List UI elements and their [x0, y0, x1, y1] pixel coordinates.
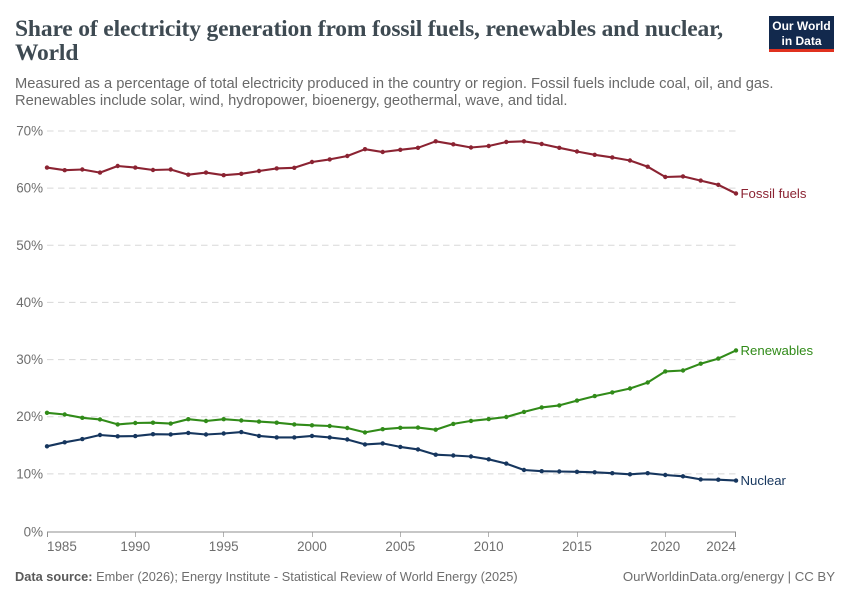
svg-text:2024: 2024	[706, 539, 736, 554]
svg-text:2005: 2005	[385, 539, 415, 554]
svg-text:0%: 0%	[24, 525, 43, 540]
svg-text:1985: 1985	[47, 539, 77, 554]
svg-text:2015: 2015	[562, 539, 592, 554]
svg-text:Fossil fuels: Fossil fuels	[741, 186, 807, 201]
svg-text:50%: 50%	[16, 238, 43, 253]
svg-text:2000: 2000	[297, 539, 327, 554]
svg-text:2010: 2010	[474, 539, 504, 554]
svg-text:20%: 20%	[16, 409, 43, 424]
svg-text:10%: 10%	[16, 466, 43, 481]
svg-text:70%: 70%	[16, 124, 43, 139]
svg-text:2020: 2020	[650, 539, 680, 554]
svg-text:Nuclear: Nuclear	[741, 473, 787, 488]
svg-text:1990: 1990	[120, 539, 150, 554]
svg-text:30%: 30%	[16, 352, 43, 367]
svg-text:1995: 1995	[209, 539, 239, 554]
svg-text:Renewables: Renewables	[741, 343, 814, 358]
svg-text:60%: 60%	[16, 181, 43, 196]
svg-text:40%: 40%	[16, 295, 43, 310]
